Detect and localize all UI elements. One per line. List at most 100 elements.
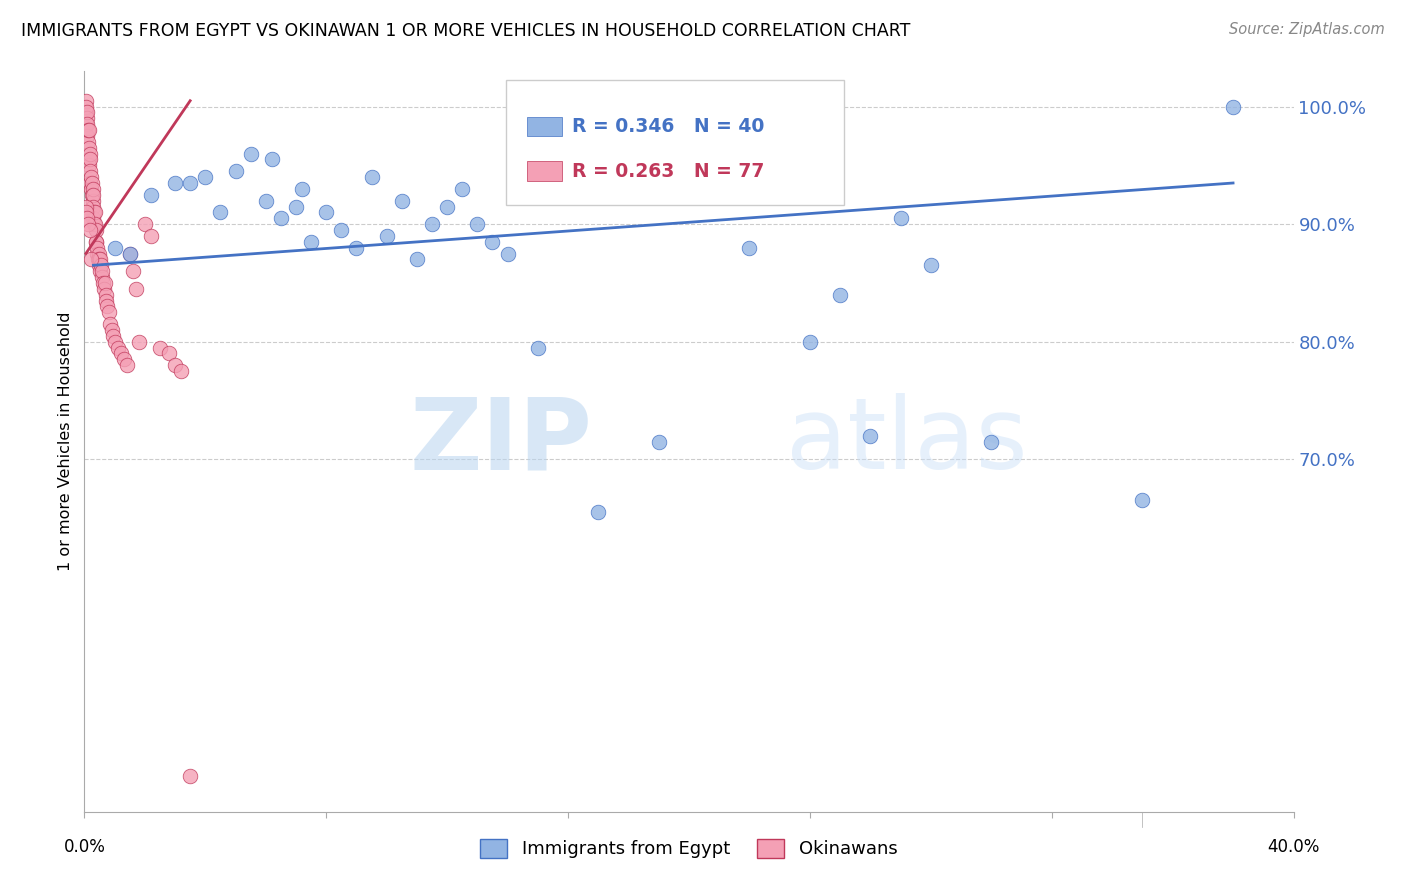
Point [1132, 493, 1154, 508]
Point [859, 428, 882, 442]
Point [436, 200, 458, 214]
Point [527, 341, 550, 355]
Point [91, 276, 114, 290]
Y-axis label: 1 or more Vehicles in Household: 1 or more Vehicles in Household [58, 312, 73, 571]
Point [128, 334, 150, 349]
Point [107, 341, 129, 355]
Point [97, 305, 120, 319]
Point [82, 211, 104, 226]
Point [76, 100, 98, 114]
Point [285, 200, 308, 214]
Point [254, 194, 277, 208]
Point [82, 194, 104, 208]
Point [112, 352, 135, 367]
Point [76, 117, 98, 131]
Point [89, 264, 111, 278]
Point [291, 182, 314, 196]
Point [96, 293, 118, 308]
Point [79, 164, 101, 178]
Point [920, 258, 942, 272]
Point [84, 235, 107, 249]
Point [100, 323, 122, 337]
Point [194, 170, 217, 185]
Point [121, 264, 143, 278]
Point [209, 205, 232, 219]
Point [101, 328, 124, 343]
Point [86, 241, 108, 255]
Point [170, 364, 193, 378]
Point [75, 105, 97, 120]
Point [84, 205, 107, 219]
Point [648, 434, 671, 449]
Point [125, 282, 148, 296]
Point [79, 146, 101, 161]
Point [87, 258, 110, 272]
Point [799, 334, 821, 349]
Point [738, 241, 761, 255]
Point [77, 153, 100, 167]
Point [496, 246, 519, 260]
Point [82, 200, 104, 214]
Point [93, 282, 115, 296]
Legend: Immigrants from Egypt, Okinawans: Immigrants from Egypt, Okinawans [474, 832, 904, 865]
Point [346, 241, 368, 255]
Point [239, 146, 262, 161]
Point [420, 217, 443, 231]
Point [179, 176, 201, 190]
Point [77, 217, 100, 231]
Text: 0.0%: 0.0% [63, 838, 105, 855]
Point [79, 176, 101, 190]
Point [82, 182, 104, 196]
Point [87, 252, 110, 267]
Point [90, 270, 112, 285]
Point [149, 341, 172, 355]
Point [80, 182, 103, 196]
Point [86, 235, 108, 249]
Point [86, 246, 108, 260]
Point [82, 187, 104, 202]
Point [406, 252, 429, 267]
Point [80, 187, 103, 202]
Point [80, 176, 103, 190]
Point [94, 287, 117, 301]
Point [110, 346, 132, 360]
Point [299, 235, 322, 249]
Point [75, 117, 97, 131]
Point [80, 170, 103, 185]
Text: R = 0.263   N = 77: R = 0.263 N = 77 [572, 161, 765, 181]
Point [90, 258, 112, 272]
Point [391, 194, 413, 208]
Point [98, 317, 121, 331]
Point [179, 769, 201, 783]
Point [225, 164, 247, 178]
Point [89, 252, 111, 267]
Point [83, 217, 105, 231]
Point [467, 217, 489, 231]
Point [76, 112, 98, 126]
Point [830, 287, 852, 301]
Point [1222, 100, 1244, 114]
Point [315, 205, 337, 219]
Text: R = 0.346   N = 40: R = 0.346 N = 40 [572, 117, 765, 136]
Text: IMMIGRANTS FROM EGYPT VS OKINAWAN 1 OR MORE VEHICLES IN HOUSEHOLD CORRELATION CH: IMMIGRANTS FROM EGYPT VS OKINAWAN 1 OR M… [21, 22, 911, 40]
Point [980, 434, 1002, 449]
Point [84, 223, 107, 237]
Point [270, 211, 292, 226]
Point [118, 246, 141, 260]
Point [588, 505, 610, 519]
Point [91, 264, 114, 278]
Point [165, 176, 187, 190]
Text: Source: ZipAtlas.com: Source: ZipAtlas.com [1229, 22, 1385, 37]
Point [79, 153, 101, 167]
Point [79, 223, 101, 237]
Point [139, 187, 162, 202]
Point [330, 223, 353, 237]
Point [481, 235, 503, 249]
Point [76, 205, 98, 219]
Point [165, 358, 187, 372]
Point [451, 182, 474, 196]
Point [77, 123, 100, 137]
Point [94, 276, 117, 290]
Point [260, 153, 283, 167]
Point [76, 211, 98, 226]
